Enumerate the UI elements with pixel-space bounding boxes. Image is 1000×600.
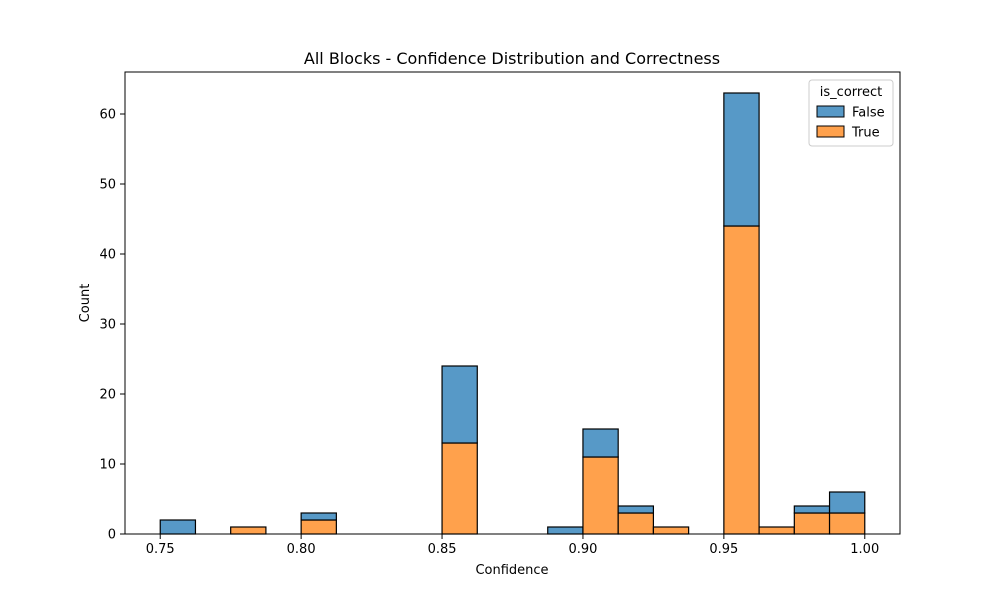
x-tick-label: 1.00 <box>850 542 879 557</box>
bar-false <box>582 428 619 458</box>
bar-true <box>441 442 478 535</box>
x-tick-label: 0.85 <box>428 542 457 557</box>
legend-swatch-false <box>816 105 845 118</box>
y-tick-label: 30 <box>99 318 116 333</box>
bar-true <box>723 225 760 535</box>
x-tick-label: 0.95 <box>709 542 738 557</box>
bar-false <box>828 491 866 514</box>
bar-true <box>617 512 655 535</box>
x-axis-label: Confidence <box>475 563 548 578</box>
y-axis: 0 10 20 30 40 50 60 <box>99 108 125 543</box>
bar-false <box>793 505 831 514</box>
bar-false <box>159 519 197 535</box>
plot-frame <box>124 71 901 535</box>
x-tick-label: 0.75 <box>146 542 175 557</box>
bar-true <box>652 526 690 535</box>
y-tick-label: 50 <box>99 178 116 193</box>
bar-false <box>441 365 478 444</box>
y-tick-label: 20 <box>99 388 116 403</box>
y-tick-label: 0 <box>108 528 116 543</box>
x-axis: 0.75 0.80 0.85 0.90 0.95 1.00 <box>146 534 879 557</box>
bar-true <box>300 519 337 535</box>
y-tick-label: 60 <box>99 108 116 123</box>
y-axis-label: Count <box>78 284 93 323</box>
bar-true <box>230 526 267 535</box>
bar-false <box>723 92 760 227</box>
legend-label-true: True <box>851 126 880 141</box>
legend-swatch-true <box>816 125 845 138</box>
legend-title: is_correct <box>820 85 882 100</box>
y-tick-label: 40 <box>99 248 116 263</box>
bar-false <box>547 526 584 535</box>
bars-group <box>159 92 866 535</box>
legend-label-false: False <box>852 106 885 121</box>
bar-true <box>828 512 866 535</box>
bar-true <box>582 456 619 535</box>
bar-false <box>617 505 655 514</box>
bar-false <box>300 512 337 521</box>
x-tick-label: 0.80 <box>287 542 316 557</box>
x-tick-label: 0.90 <box>568 542 597 557</box>
legend: is_correct False True <box>808 79 894 147</box>
bar-true <box>758 526 795 535</box>
chart-title: All Blocks - Confidence Distribution and… <box>304 49 720 68</box>
bar-true <box>793 512 831 535</box>
y-tick-label: 10 <box>99 458 116 473</box>
